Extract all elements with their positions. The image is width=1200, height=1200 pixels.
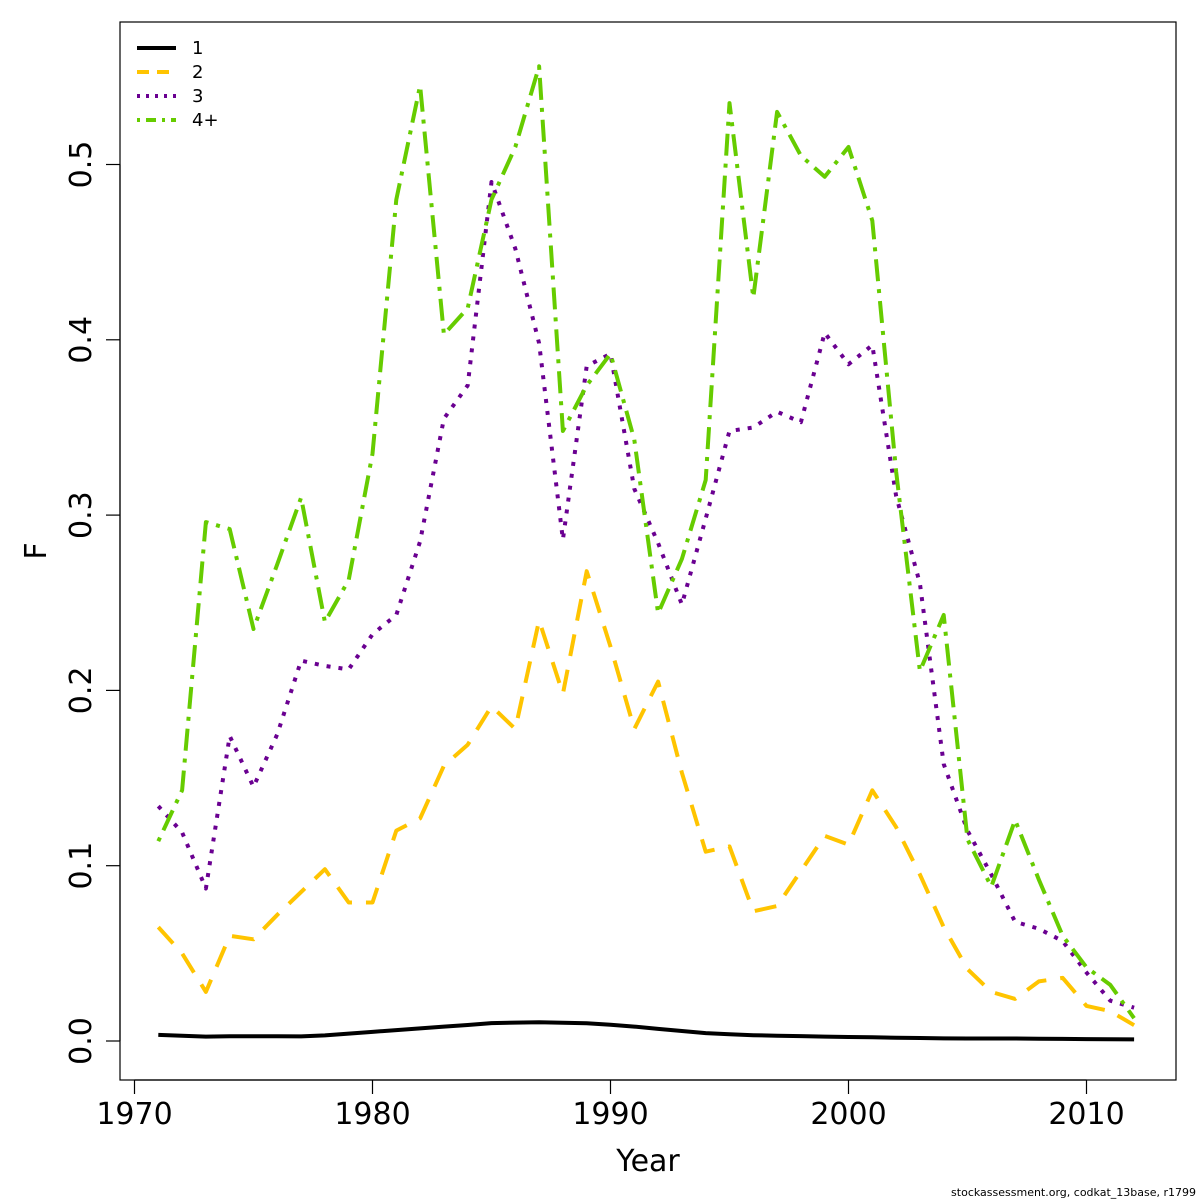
x-axis-title: Year	[615, 1144, 680, 1179]
x-tick-label: 1990	[572, 1097, 648, 1132]
legend-label-3: 3	[192, 86, 203, 107]
x-axis: 1970 1980 1990 2000 2010	[96, 1079, 1125, 1132]
series-line-1	[158, 1020, 1135, 1042]
y-axis: 0.0 0.1 0.2 0.3 0.4 0.5	[64, 141, 121, 1065]
legend: 1 2 3 4+	[137, 38, 219, 131]
legend-label-1: 1	[192, 38, 203, 59]
series-lines	[156, 64, 1136, 1042]
y-tick-label: 0.4	[64, 316, 99, 364]
y-tick-label: 0.0	[64, 1017, 99, 1065]
series-line-2	[156, 569, 1136, 1027]
footer-note: stockassessment.org, codkat_13base, r179…	[951, 1186, 1196, 1199]
x-tick-label: 1980	[334, 1097, 410, 1132]
x-tick-label: 1970	[96, 1097, 172, 1132]
x-tick-label: 2010	[1048, 1097, 1124, 1132]
series-line-3	[156, 180, 1135, 1010]
legend-label-2: 2	[192, 62, 203, 83]
y-tick-label: 0.3	[64, 491, 99, 539]
y-tick-label: 0.1	[64, 842, 99, 890]
x-tick-label: 2000	[810, 1097, 886, 1132]
y-tick-label: 0.5	[64, 141, 99, 189]
legend-label-4: 4+	[192, 110, 219, 131]
y-axis-title: F	[19, 542, 54, 559]
y-tick-label: 0.2	[64, 667, 99, 715]
series-line-4	[156, 64, 1136, 1020]
